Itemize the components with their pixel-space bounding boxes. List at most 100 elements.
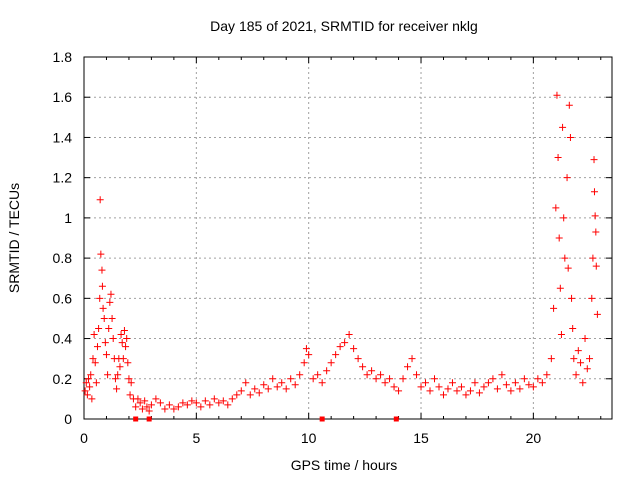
data-point: [96, 294, 104, 302]
y-tick-label: 0.4: [53, 331, 73, 347]
data-point: [318, 379, 326, 387]
data-point: [581, 335, 589, 343]
data-point: [565, 101, 573, 109]
data-point: [386, 375, 394, 383]
data-point: [273, 383, 281, 391]
data-point: [588, 294, 596, 302]
data-point: [300, 359, 308, 367]
data-point: [305, 351, 313, 359]
data-point: [435, 383, 443, 391]
data-point: [82, 379, 90, 387]
y-tick-label: 1.2: [53, 170, 73, 186]
grid: [84, 57, 612, 419]
data-point: [493, 385, 501, 393]
data-point: [593, 310, 601, 318]
data-point: [563, 174, 571, 182]
data-point: [98, 266, 106, 274]
data-point: [534, 375, 542, 383]
data-point: [246, 391, 254, 399]
data-point: [233, 391, 241, 399]
data-point: [282, 385, 290, 393]
x-tick-label: 5: [192, 430, 200, 446]
data-point: [114, 371, 122, 379]
gap-marker: [393, 416, 399, 422]
data-point: [92, 379, 100, 387]
data-point: [174, 403, 182, 411]
data-points: [81, 91, 601, 415]
x-tick-label: 15: [413, 430, 429, 446]
gap-marker: [146, 416, 152, 422]
data-point: [136, 399, 144, 407]
data-point: [583, 365, 591, 373]
data-point: [242, 379, 250, 387]
data-point: [87, 371, 95, 379]
data-point: [556, 284, 564, 292]
data-point: [332, 351, 340, 359]
data-point: [471, 379, 479, 387]
data-point: [206, 401, 214, 409]
data-point: [251, 385, 259, 393]
data-point: [336, 343, 344, 351]
data-point: [538, 379, 546, 387]
data-point: [108, 314, 116, 322]
data-point: [417, 383, 425, 391]
data-point: [93, 343, 101, 351]
data-point: [372, 375, 380, 383]
data-point: [124, 359, 132, 367]
y-tick-label: 0.6: [53, 290, 73, 306]
data-point: [453, 387, 461, 395]
data-point: [426, 387, 434, 395]
data-point: [314, 371, 322, 379]
x-axis-label: GPS time / hours: [291, 457, 398, 473]
data-point: [120, 327, 128, 335]
data-point: [484, 379, 492, 387]
data-point: [592, 262, 600, 270]
data-point: [431, 375, 439, 383]
data-point: [170, 405, 178, 413]
data-point: [592, 228, 600, 236]
gap-markers: [133, 416, 399, 422]
data-point: [341, 339, 349, 347]
data-point: [520, 375, 528, 383]
gap-marker: [319, 416, 325, 422]
data-point: [106, 298, 114, 306]
data-point: [498, 371, 506, 379]
data-point: [104, 371, 112, 379]
data-point: [255, 389, 263, 397]
data-point: [550, 304, 558, 312]
data-point: [529, 383, 537, 391]
data-point: [568, 294, 576, 302]
data-point: [564, 264, 572, 272]
data-point: [566, 133, 574, 141]
data-point: [165, 401, 173, 409]
x-tick-label: 10: [301, 430, 317, 446]
data-point: [96, 196, 104, 204]
data-point: [138, 405, 146, 413]
data-point: [219, 397, 227, 405]
data-point: [127, 379, 135, 387]
data-point: [525, 381, 533, 389]
data-point: [99, 304, 107, 312]
data-point: [152, 395, 160, 403]
data-point: [101, 339, 109, 347]
axis-ticks: [83, 56, 612, 420]
data-point: [81, 387, 89, 395]
data-point: [577, 359, 585, 367]
data-point: [122, 343, 130, 351]
data-point: [179, 399, 187, 407]
data-point: [97, 250, 105, 258]
data-point: [183, 401, 191, 409]
data-point: [359, 363, 367, 371]
data-point: [516, 385, 524, 393]
y-tick-label: 1.6: [53, 89, 73, 105]
data-point: [269, 375, 277, 383]
data-point: [141, 397, 149, 405]
data-point: [132, 403, 140, 411]
data-point: [354, 355, 362, 363]
data-point: [215, 399, 223, 407]
data-point: [390, 383, 398, 391]
data-point: [302, 345, 310, 353]
data-point: [480, 383, 488, 391]
data-point: [543, 371, 551, 379]
